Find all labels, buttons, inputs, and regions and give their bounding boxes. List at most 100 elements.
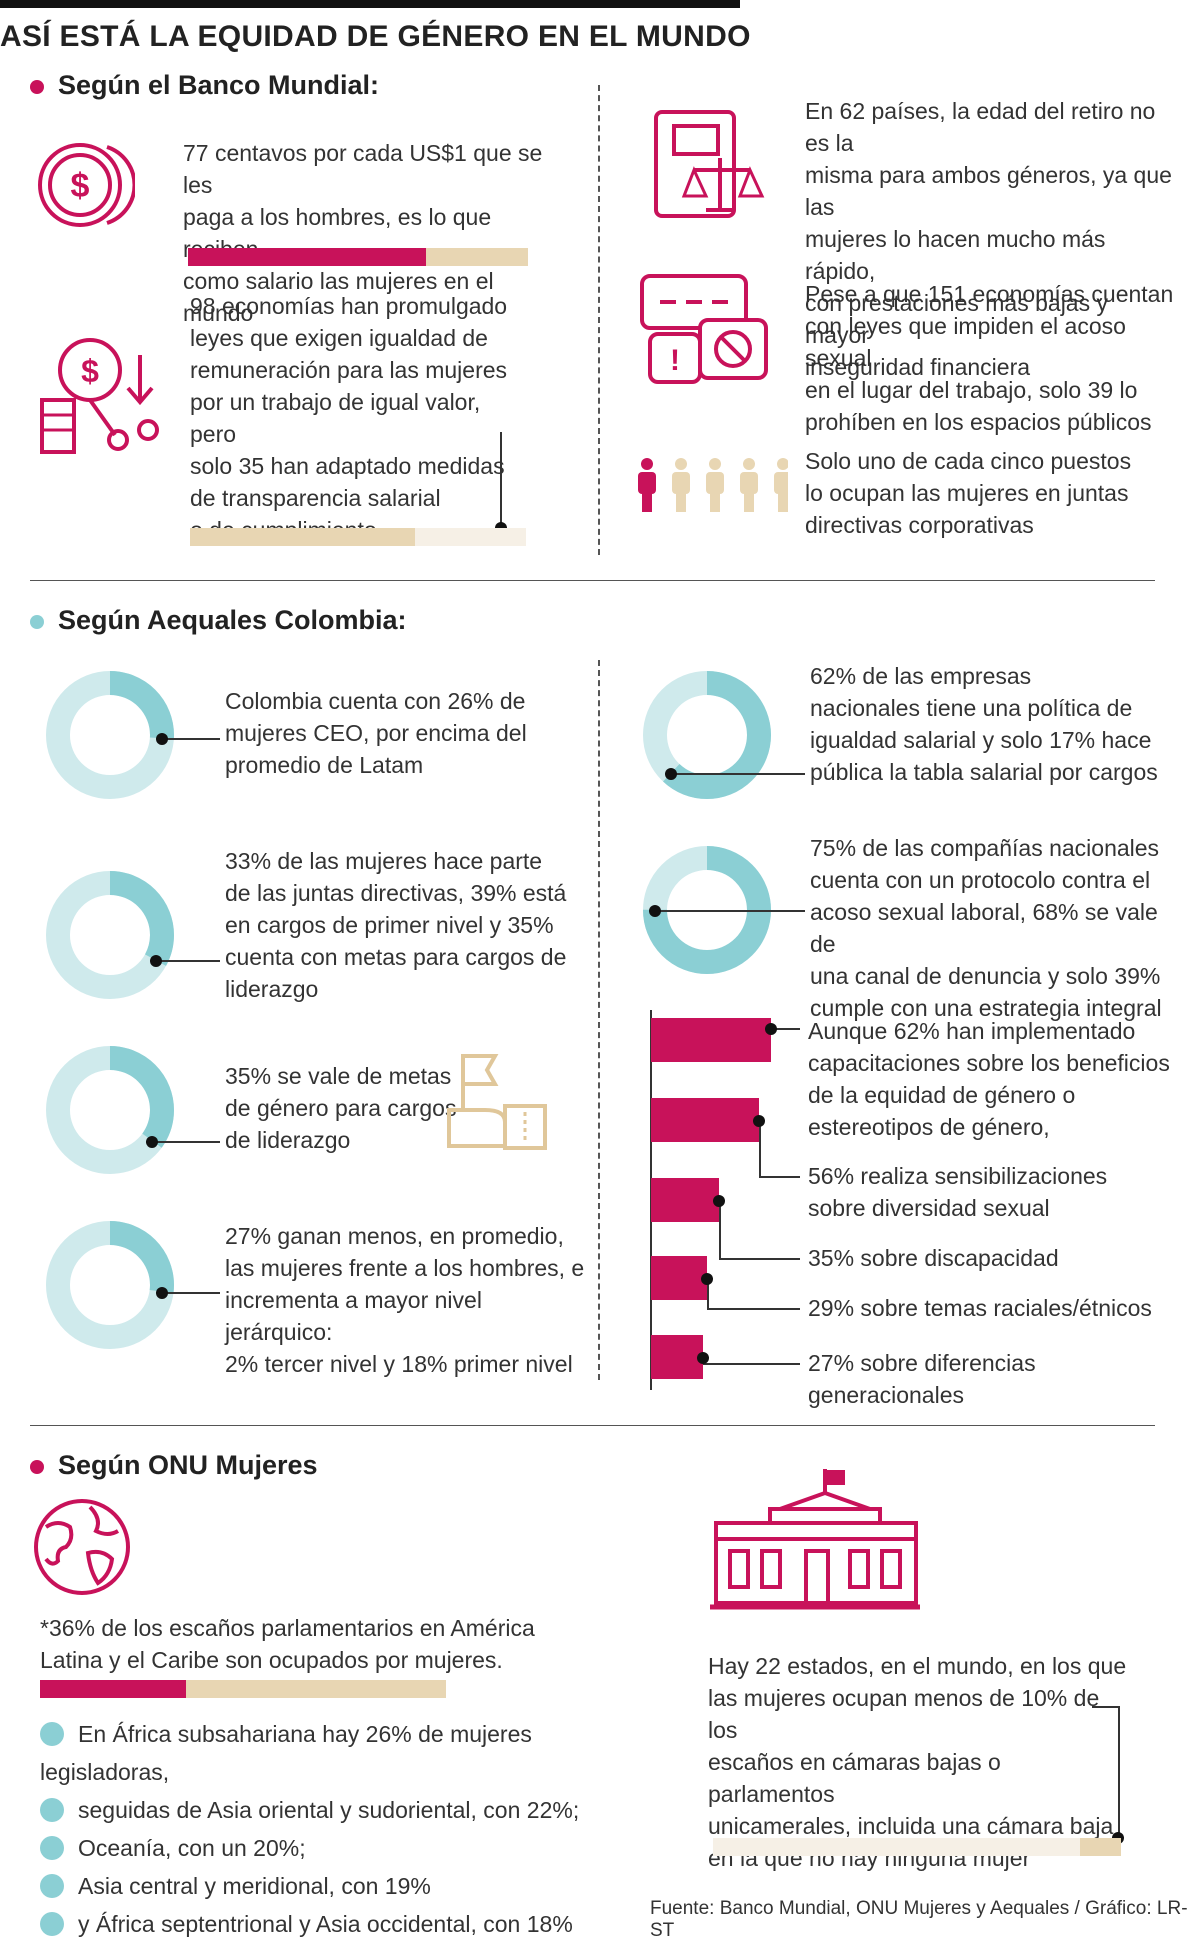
source-footer: Fuente: Banco Mundial, ONU Mujeres y Aeq… [650,1898,1188,1941]
bullet-dot [40,1874,64,1898]
leader-knob [701,1273,713,1285]
stat-text: 35% se vale de metas de género para cargo… [225,1060,585,1156]
bar-label: 35% sobre discapacidad [808,1242,1178,1274]
leader-knob [150,955,162,967]
leader-line [162,738,220,740]
text-line: cuenta con un protocolo contra el [810,867,1151,893]
leader-line [719,1258,800,1260]
laws-bar-track [190,528,526,546]
leader-line [707,1308,800,1310]
leader-line [771,1028,800,1030]
text-line: Aunque 62% han implementado [808,1018,1136,1044]
list-item-text: seguidas de Asia oriental y sudoriental,… [78,1797,580,1823]
donut-segment [46,1221,174,1349]
bullet-dot [30,79,44,94]
text-line: 33% de las mujeres hace parte [225,848,543,874]
bar [651,1178,719,1222]
law-book-icon [654,110,765,218]
text-line: 77 centavos por cada US$1 que se les [183,140,543,198]
bar-label: Aunque 62% han implementado capacitacione… [808,1015,1178,1143]
text-line: 29% sobre temas raciales/étnicos [808,1295,1152,1321]
leader-knob [753,1115,765,1127]
leader-knob [713,1195,725,1207]
states-bar-track [713,1838,1121,1856]
leader-line [500,432,502,528]
laws-bar-fill [190,528,416,546]
text-line: En 62 países, la edad del retiro no es l… [805,98,1156,156]
list-item-text: Oceanía, con un 20%; [78,1835,306,1861]
text-line: 56% realiza sensibilizaciones [808,1163,1108,1189]
leader-line [671,773,805,775]
people-figures [638,458,792,512]
text-line: en el lugar del trabajo, solo 39 lo [805,377,1138,403]
text-line: mujeres lo hacen mucho más rápido, [805,226,1106,284]
leader-line [719,1200,721,1258]
donut-chart [46,1221,174,1349]
text-line: cumple con una estrategia integral [810,995,1162,1021]
parliament-text: *36% de los escaños parlamentarios en Am… [40,1612,560,1676]
donut-segment [643,671,771,799]
bar-label: 27% sobre diferencias generacionales [808,1347,1178,1411]
svg-text:!: ! [670,344,680,377]
text-line: de género para cargos [225,1095,457,1121]
retire-text: En 62 países, la edad del retiro no es l… [805,95,1175,383]
text-line: de las juntas directivas, 39% está [225,880,567,906]
person-figure [672,458,690,512]
donut-chart [46,871,174,999]
page-title: ASÍ ESTÁ LA EQUIDAD DE GÉNERO EN EL MUND… [0,20,751,53]
leader-knob [697,1352,709,1364]
text-line: unicamerales, incluida una cámara baja [708,1813,1114,1839]
bullet-dot [40,1912,64,1936]
leader-knob [765,1023,777,1035]
states-bar-fill [1080,1838,1121,1856]
text-line: 35% sobre discapacidad [808,1245,1059,1271]
text-line: *36% de los escaños parlamentarios en Am… [40,1615,535,1641]
bar [651,1335,703,1379]
text-line: 2% tercer nivel y 18% primer nivel [225,1351,573,1377]
section-heading-text: Según el Banco Mundial: [58,70,380,100]
leader-line [1118,1706,1120,1836]
text-line: las mujeres frente a los hombres, e [225,1255,585,1281]
stat-text: Colombia cuenta con 26% de mujeres CEO, p… [225,685,585,781]
bullet-dot [40,1798,64,1822]
leader-knob [156,1287,168,1299]
bullet-dot [30,1459,44,1474]
text-line: las mujeres ocupan menos de 10% de los [708,1685,1100,1743]
salary-bar-fill [188,248,426,266]
text-line: de transparencia salarial [190,485,441,511]
leader-knob [156,733,168,745]
leader-knob [649,905,661,917]
laws-text: 98 economías han promulgado leyes que ex… [190,290,510,546]
text-line: mujeres CEO, por encima del [225,720,527,746]
section-heading-text: Según Aequales Colombia: [58,605,407,635]
leader-knob [146,1136,158,1148]
text-line: en cargos de primer nivel y 35% [225,912,554,938]
top-rule [0,0,740,8]
stat-text: 75% de las compañías nacionales cuenta co… [810,832,1170,1024]
svg-text:$: $ [71,167,90,205]
text-line: de liderazgo [225,1127,351,1153]
text-line: de la equidad de género o [808,1082,1076,1108]
donut-segment [46,871,174,999]
text-line: 27% ganan menos, en promedio, [225,1223,564,1249]
text-line: inseguridad financiera [805,354,1031,380]
text-line: con leyes que impiden el acoso sexual [805,313,1126,371]
text-line: estereotipos de género, [808,1114,1050,1140]
text-line: 75% de las compañías nacionales [810,835,1160,861]
svg-text:$: $ [81,353,99,389]
list-item: Asia central y meridional, con 19% [40,1867,600,1905]
globe-icon [34,1499,130,1595]
leader-line [152,1141,220,1143]
bullet-dot [40,1836,64,1860]
column-divider [598,660,600,1380]
stat-text: 62% de las empresas nacionales tiene una … [810,660,1170,788]
text-line: una canal de denuncia y solo 39% [810,963,1161,989]
text-line: nacionales tiene una política de [810,695,1133,721]
salary-law-icon: $ [40,338,159,454]
section-heading-banco: Según el Banco Mundial: [30,70,379,101]
list-item: y África septentrional y Asia occidental… [40,1905,600,1943]
bar [651,1018,771,1062]
text-line: cuenta con metas para cargos de [225,944,567,970]
bar [651,1098,759,1142]
flag-hand-icon [447,1054,547,1150]
